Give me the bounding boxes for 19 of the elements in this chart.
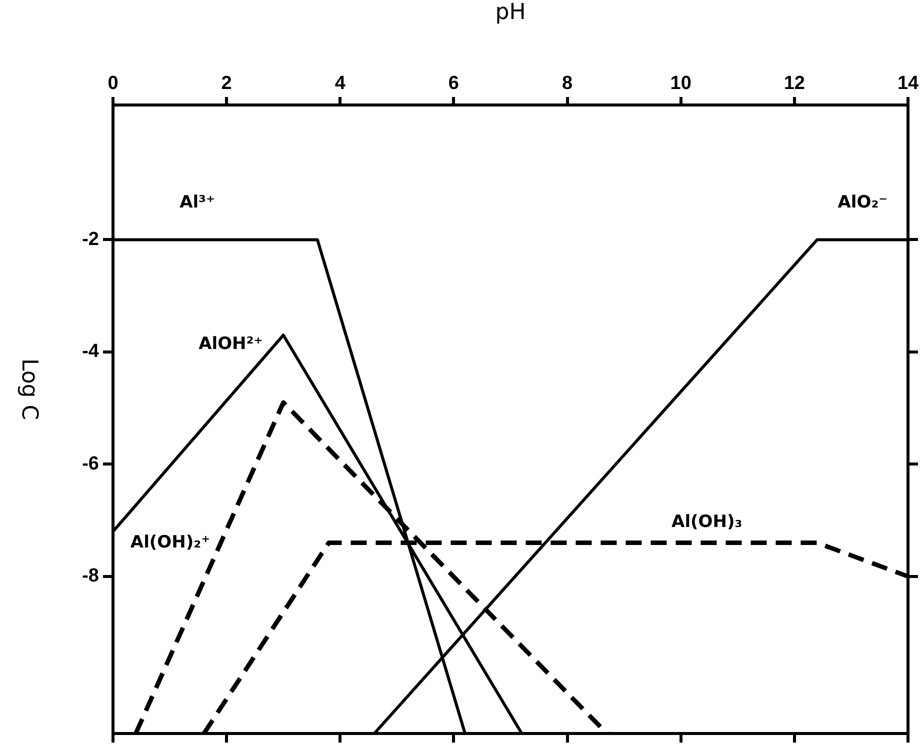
annotation: AlOH²⁺ [198, 334, 263, 354]
y-axis-title: Log C [16, 358, 42, 420]
x-tick-label: 6 [448, 72, 460, 94]
annotation: Al³⁺ [180, 192, 215, 212]
annotation: Al(OH)₃ [672, 512, 742, 532]
annotation: AlO₂⁻ [838, 192, 888, 212]
x-tick-label: 8 [562, 72, 573, 94]
x-tick-label: 12 [784, 72, 805, 94]
y-tick-label: -6 [82, 453, 99, 474]
x-tick-label: 2 [221, 72, 232, 94]
y-tick-label: -8 [82, 566, 99, 587]
x-tick-label: 10 [670, 72, 692, 94]
annotation: Al(OH)₂⁺ [130, 532, 210, 553]
x-axis-title: pH [495, 0, 526, 25]
y-tick-label: -2 [82, 228, 99, 250]
x-tick-label: 14 [897, 72, 919, 94]
x-tick-label: 0 [108, 72, 118, 94]
y-tick-label: -4 [82, 341, 100, 362]
x-tick-label: 4 [334, 72, 346, 94]
